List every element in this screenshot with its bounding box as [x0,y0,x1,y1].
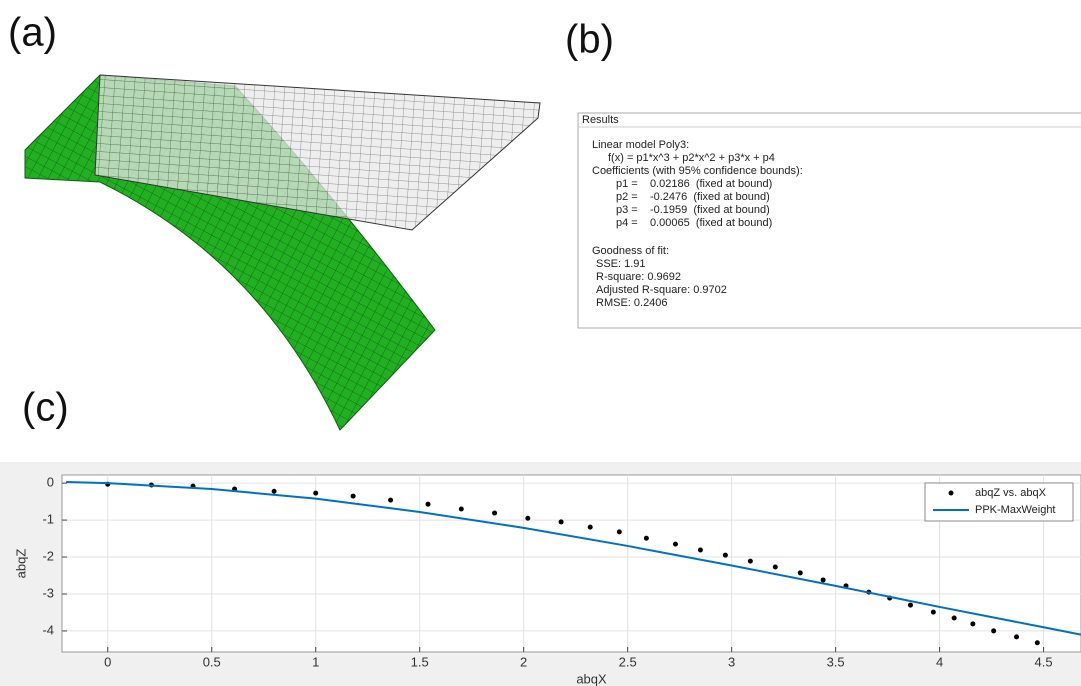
x-tick-label: 1 [312,654,319,669]
data-point [617,529,622,534]
y-tick-label: 0 [47,475,54,490]
y-tick-label: -2 [42,548,54,563]
data-point [426,502,431,507]
results-line: Linear model Poly3: [592,139,689,151]
results-line: Coefficients (with 95% confidence bounds… [592,165,803,177]
results-line: R-square: 0.9692 [596,271,681,283]
data-point [388,498,393,503]
data-point [931,610,936,615]
x-tick-label: 1.5 [411,654,429,669]
data-point [748,559,753,564]
legend-label: abqZ vs. abqX [975,487,1047,499]
data-point [1014,634,1019,639]
data-point [1035,640,1040,645]
results-line: p4 = 0.00065 (fixed at bound) [616,217,772,229]
data-point [821,577,826,582]
results-line: f(x) = p1*x^3 + p2*x^2 + p3*x + p4 [608,152,775,164]
data-point [588,525,593,530]
x-axis-label: abqX [576,671,607,686]
data-point [952,616,957,621]
data-point [773,565,778,570]
results-line: RMSE: 0.2406 [596,297,668,309]
data-point [272,489,277,494]
y-tick-label: -4 [42,622,54,637]
page: {"panels": {"a": "(a)", "b": "(b)", "c":… [0,0,1081,686]
mesh-illustration [25,75,540,430]
data-point [723,553,728,558]
x-tick-label: 0 [104,654,111,669]
data-point [798,570,803,575]
data-point [698,548,703,553]
x-tick-label: 3 [728,654,735,669]
data-point [644,536,649,541]
data-point [351,494,356,499]
y-tick-label: -1 [42,512,54,527]
results-line: p1 = 0.02186 (fixed at bound) [616,178,772,190]
figure: (a) (b) (c) Results Linear model Poly3:f… [0,0,1081,686]
x-tick-label: 2 [520,654,527,669]
x-tick-label: 4 [936,654,943,669]
panel-label: (b) [565,18,614,62]
results-title: Results [582,114,619,126]
panel-label: (a) [8,11,57,55]
results-line: p3 = -0.1959 (fixed at bound) [616,204,770,216]
y-axis-label: abqZ [13,549,28,579]
y-tick-label: -3 [42,585,54,600]
data-point [492,511,497,516]
data-point [525,516,530,521]
data-point [673,542,678,547]
legend-label: PPK-MaxWeight [975,504,1056,516]
data-point [459,506,464,511]
x-tick-label: 4.5 [1035,654,1053,669]
results-line: Goodness of fit: [592,245,669,257]
x-tick-label: 2.5 [619,654,637,669]
legend-marker [949,491,954,496]
results-panel: Results Linear model Poly3:f(x) = p1*x^3… [578,113,1081,328]
data-point [908,603,913,608]
panel-label: (c) [22,386,69,430]
data-point [313,491,318,496]
results-line: SSE: 1.91 [596,258,646,270]
data-point [991,628,996,633]
x-tick-label: 0.5 [203,654,221,669]
data-point [559,519,564,524]
results-line: p2 = -0.2476 (fixed at bound) [616,191,770,203]
results-line: Adjusted R-square: 0.9702 [596,284,727,296]
data-point [970,621,975,626]
x-tick-label: 3.5 [827,654,845,669]
